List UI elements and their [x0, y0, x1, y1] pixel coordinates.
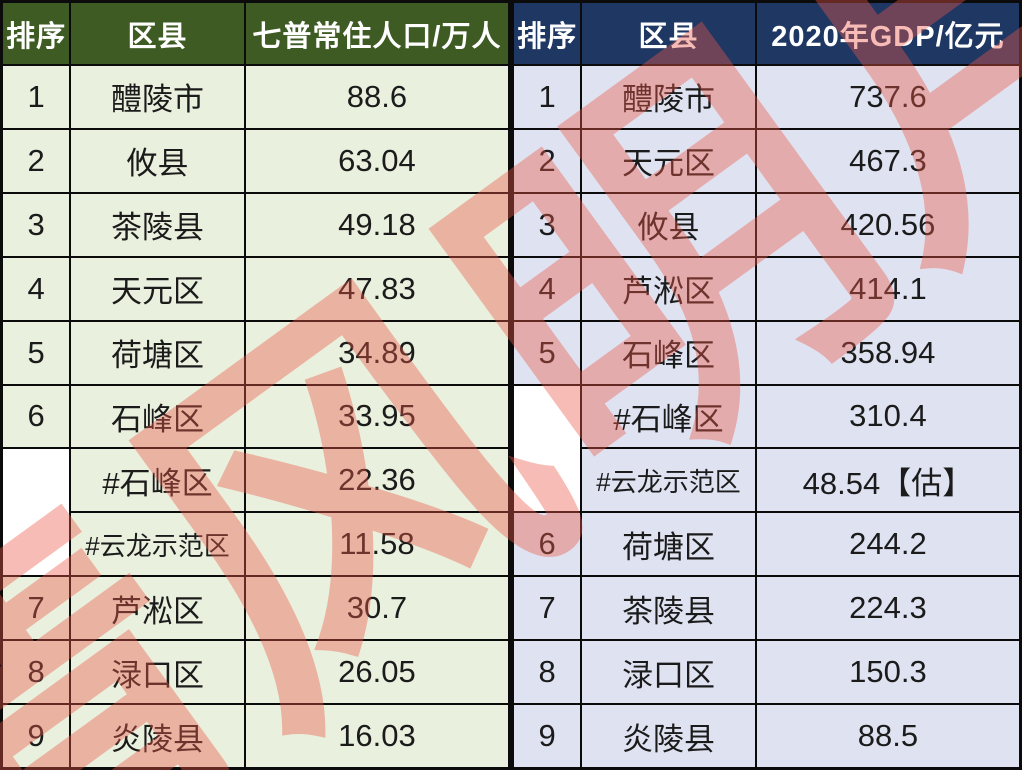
district-cell: 茶陵县 — [580, 575, 757, 642]
table-row: 1 醴陵市 88.6 — [0, 64, 511, 130]
rank-cell: 3 — [511, 191, 583, 258]
value-cell: 467.3 — [754, 127, 1022, 194]
rank-cell: 2 — [511, 127, 583, 194]
rank-cell — [511, 383, 583, 514]
column-header: 区县 — [69, 0, 246, 66]
district-cell: #石峰区 — [580, 383, 757, 450]
table-row: 5 荷塘区 34.89 — [0, 319, 511, 386]
district-cell: #云龙示范区 — [580, 447, 757, 514]
district-cell: 渌口区 — [580, 639, 757, 706]
district-cell: #云龙示范区 — [69, 511, 246, 578]
district-cell: 芦淞区 — [69, 575, 246, 642]
value-cell: 16.03 — [243, 703, 511, 770]
value-cell: 33.95 — [243, 383, 511, 450]
rank-cell: 6 — [0, 383, 72, 450]
table-row: 9 炎陵县 88.5 — [511, 703, 1022, 770]
value-cell: 22.36 — [243, 447, 511, 514]
district-cell: 天元区 — [580, 127, 757, 194]
rank-cell: 4 — [511, 255, 583, 322]
table-row: 6 石峰区 33.95 — [0, 383, 511, 450]
district-cell: 醴陵市 — [69, 64, 246, 130]
gdp-header-row: 排序 区县 2020年GDP/亿元 — [511, 0, 1022, 66]
table-row: #石峰区 310.4 — [511, 383, 1022, 514]
value-cell: 310.4 — [754, 383, 1022, 450]
table-row: 7 茶陵县 224.3 — [511, 575, 1022, 642]
value-cell: 11.58 — [243, 511, 511, 578]
population-table: 排序 区县 七普常住人口/万人 1 醴陵市 88.6 2 攸县 63.04 3 茶陵县 49.18 4… — [0, 0, 511, 770]
district-cell: 醴陵市 — [580, 64, 757, 130]
value-cell: 88.5 — [754, 703, 1022, 770]
population-header-row: 排序 区县 七普常住人口/万人 — [0, 0, 511, 66]
column-header: 排序 — [511, 0, 583, 66]
value-cell: 88.6 — [243, 64, 511, 130]
rank-cell: 5 — [511, 319, 583, 386]
district-cell: 茶陵县 — [69, 191, 246, 258]
value-cell: 49.18 — [243, 191, 511, 258]
rank-cell: 7 — [0, 575, 72, 642]
table-row: #云龙示范区 11.58 — [2, 511, 511, 578]
table-row: 8 渌口区 150.3 — [511, 639, 1022, 706]
table-row: 4 芦淞区 414.1 — [511, 255, 1022, 322]
table-row: 9 炎陵县 16.03 — [0, 703, 511, 770]
district-cell: 攸县 — [580, 191, 757, 258]
column-header: 2020年GDP/亿元 — [754, 0, 1022, 66]
district-cell: 炎陵县 — [69, 703, 246, 770]
rank-cell: 1 — [511, 64, 583, 130]
rank-cell: 2 — [0, 127, 72, 194]
value-cell: 150.3 — [754, 639, 1022, 706]
table-row: 8 渌口区 26.05 — [0, 639, 511, 706]
rank-cell: 8 — [0, 639, 72, 706]
value-cell: 420.56 — [754, 191, 1022, 258]
district-cell: 攸县 — [69, 127, 246, 194]
value-cell: 47.83 — [243, 255, 511, 322]
table-row: 4 天元区 47.83 — [0, 255, 511, 322]
rank-cell: 9 — [511, 703, 583, 770]
district-cell: 芦淞区 — [580, 255, 757, 322]
rank-cell — [0, 447, 72, 578]
value-cell: 414.1 — [754, 255, 1022, 322]
district-cell: 荷塘区 — [580, 511, 757, 578]
table-row: 2 天元区 467.3 — [511, 127, 1022, 194]
column-header: 排序 — [0, 0, 72, 66]
value-cell: 358.94 — [754, 319, 1022, 386]
table-row: #石峰区 22.36 — [0, 447, 511, 578]
table-row: 2 攸县 63.04 — [0, 127, 511, 194]
district-cell: 石峰区 — [69, 383, 246, 450]
rank-cell: 7 — [511, 575, 583, 642]
table-row: 5 石峰区 358.94 — [511, 319, 1022, 386]
value-cell: 48.54【估】 — [754, 447, 1022, 514]
district-cell: 荷塘区 — [69, 319, 246, 386]
table-row: 7 芦淞区 30.7 — [0, 575, 511, 642]
column-header: 七普常住人口/万人 — [243, 0, 511, 66]
rank-cell: 1 — [0, 64, 72, 130]
table-row: #云龙示范区 48.54【估】 — [513, 447, 1022, 514]
column-header: 区县 — [580, 0, 757, 66]
district-cell: #石峰区 — [69, 447, 246, 514]
district-cell: 渌口区 — [69, 639, 246, 706]
value-cell: 30.7 — [243, 575, 511, 642]
value-cell: 63.04 — [243, 127, 511, 194]
table-row: 1 醴陵市 737.6 — [511, 64, 1022, 130]
value-cell: 26.05 — [243, 639, 511, 706]
value-cell: 244.2 — [754, 511, 1022, 578]
district-cell: 石峰区 — [580, 319, 757, 386]
table-row: 6 荷塘区 244.2 — [511, 511, 1022, 578]
rank-cell: 8 — [511, 639, 583, 706]
rank-cell: 5 — [0, 319, 72, 386]
table-row: 3 茶陵县 49.18 — [0, 191, 511, 258]
district-cell: 炎陵县 — [580, 703, 757, 770]
gdp-table: 排序 区县 2020年GDP/亿元 1 醴陵市 737.6 2 天元区 467.3 3 攸县 420… — [511, 0, 1022, 770]
rank-cell: 9 — [0, 703, 72, 770]
value-cell: 224.3 — [754, 575, 1022, 642]
value-cell: 737.6 — [754, 64, 1022, 130]
value-cell: 34.89 — [243, 319, 511, 386]
rank-cell: 3 — [0, 191, 72, 258]
rank-cell: 4 — [0, 255, 72, 322]
rank-cell: 6 — [511, 511, 583, 578]
district-cell: 天元区 — [69, 255, 246, 322]
table-row: 3 攸县 420.56 — [511, 191, 1022, 258]
